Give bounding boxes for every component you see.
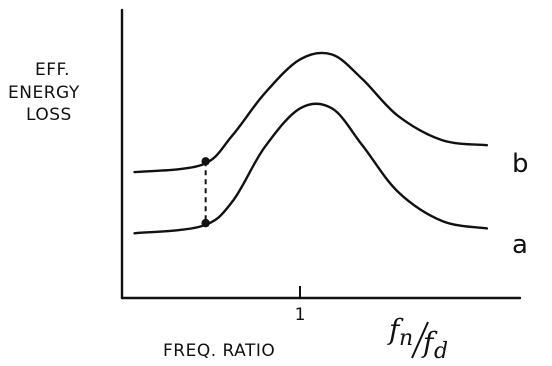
series-line-a xyxy=(133,102,489,235)
x-axis-label: FREQ. RATIO xyxy=(163,341,275,361)
x-unit-slash xyxy=(411,321,429,359)
x-tick-label-1: 1 xyxy=(295,305,306,325)
series-line-b xyxy=(133,51,489,174)
y-axis-label-line-1: EFF. xyxy=(35,60,70,80)
y-axis-label-line-3: LOSS xyxy=(26,105,72,125)
series-label-b: b xyxy=(512,149,529,179)
y-axis-label-line-2: ENERGY xyxy=(8,83,80,103)
series-label-a: a xyxy=(512,230,528,260)
point-marker-a xyxy=(201,218,210,228)
x-axis-unit: f n f d xyxy=(387,313,448,364)
x-unit-numerator-sub: n xyxy=(399,326,413,351)
point-marker-b xyxy=(201,157,210,166)
x-unit-denominator-sub: d xyxy=(434,339,448,364)
